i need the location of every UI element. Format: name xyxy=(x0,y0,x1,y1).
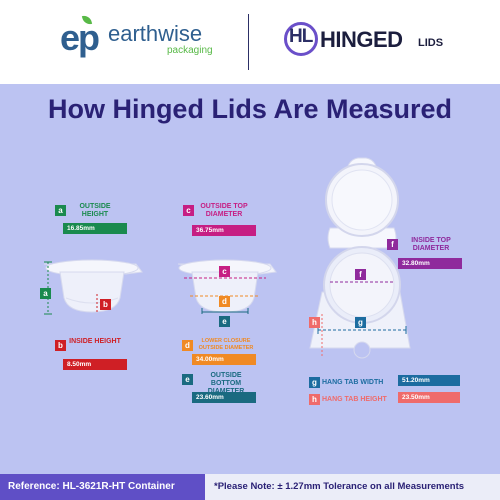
hingedlids-suffix: LIDS xyxy=(418,37,444,49)
label-c-badge: c xyxy=(183,205,194,216)
brand-header xyxy=(0,0,500,84)
earthwise-mark: ep xyxy=(60,17,100,58)
label-e-value: 23.60mm xyxy=(192,392,256,403)
label-a-title: OUTSIDE HEIGHT xyxy=(79,203,111,218)
hingedlids-logo: HL HINGED LIDS xyxy=(284,20,444,68)
container-side-view-a-b xyxy=(43,259,143,315)
marker-b: b xyxy=(100,299,111,310)
tolerance-note: *Please Note: ± 1.27mm Tolerance on all … xyxy=(214,481,465,492)
label-h-value: 23.50mm xyxy=(398,392,460,403)
hingedlids-circle-icon xyxy=(284,22,318,56)
label-g-badge: g xyxy=(309,377,320,388)
marker-h: h xyxy=(309,317,320,328)
label-g-title: HANG TAB WIDTH xyxy=(322,379,384,386)
label-c-title: OUTSIDE TOP DIAMETER xyxy=(200,203,248,218)
label-f-value: 32.80mm xyxy=(398,258,462,269)
label-b-title: INSIDE HEIGHT xyxy=(69,338,121,345)
label-g-value: 51.20mm xyxy=(398,375,460,386)
label-h-title: HANG TAB HEIGHT xyxy=(322,396,387,403)
label-e-title: OUTSIDE BOTTOM DIAMETER xyxy=(208,372,245,395)
label-a-value: 16.85mm xyxy=(63,223,127,234)
marker-d: d xyxy=(219,296,230,307)
label-d-value: 34.00mm xyxy=(192,354,256,365)
earthwise-tagline: packaging xyxy=(167,45,213,56)
label-b-badge: b xyxy=(55,340,66,351)
earthwise-name: earthwise xyxy=(108,21,203,46)
label-f-badge: f xyxy=(387,239,398,250)
hingedlids-name: HINGED xyxy=(320,27,403,52)
logo-divider xyxy=(248,14,249,70)
label-a-badge: a xyxy=(55,205,66,216)
earthwise-logo: ep earthwise packaging xyxy=(60,14,230,68)
reference-text: Reference: HL-3621R-HT Container xyxy=(8,481,175,492)
marker-g: g xyxy=(355,317,366,328)
label-d-title: LOWER CLOSURE OUTSIDE DIAMETER xyxy=(198,338,254,351)
note-bar xyxy=(205,474,500,500)
marker-a: a xyxy=(40,288,51,299)
hingedlids-mark: HL xyxy=(289,26,313,47)
reference-bar xyxy=(0,474,205,500)
label-h-badge: h xyxy=(309,394,320,405)
label-b-value: 8.50mm xyxy=(63,359,127,370)
marker-f: f xyxy=(355,269,366,280)
label-e-badge: e xyxy=(182,374,193,385)
marker-e: e xyxy=(219,316,230,327)
page-title: How Hinged Lids Are Measured xyxy=(47,94,453,124)
label-d-badge: d xyxy=(182,340,193,351)
label-c-value: 36.75mm xyxy=(192,225,256,236)
label-f-title: INSIDE TOP DIAMETER xyxy=(411,237,451,252)
container-top-view-open xyxy=(309,157,411,359)
marker-c: c xyxy=(219,266,230,277)
